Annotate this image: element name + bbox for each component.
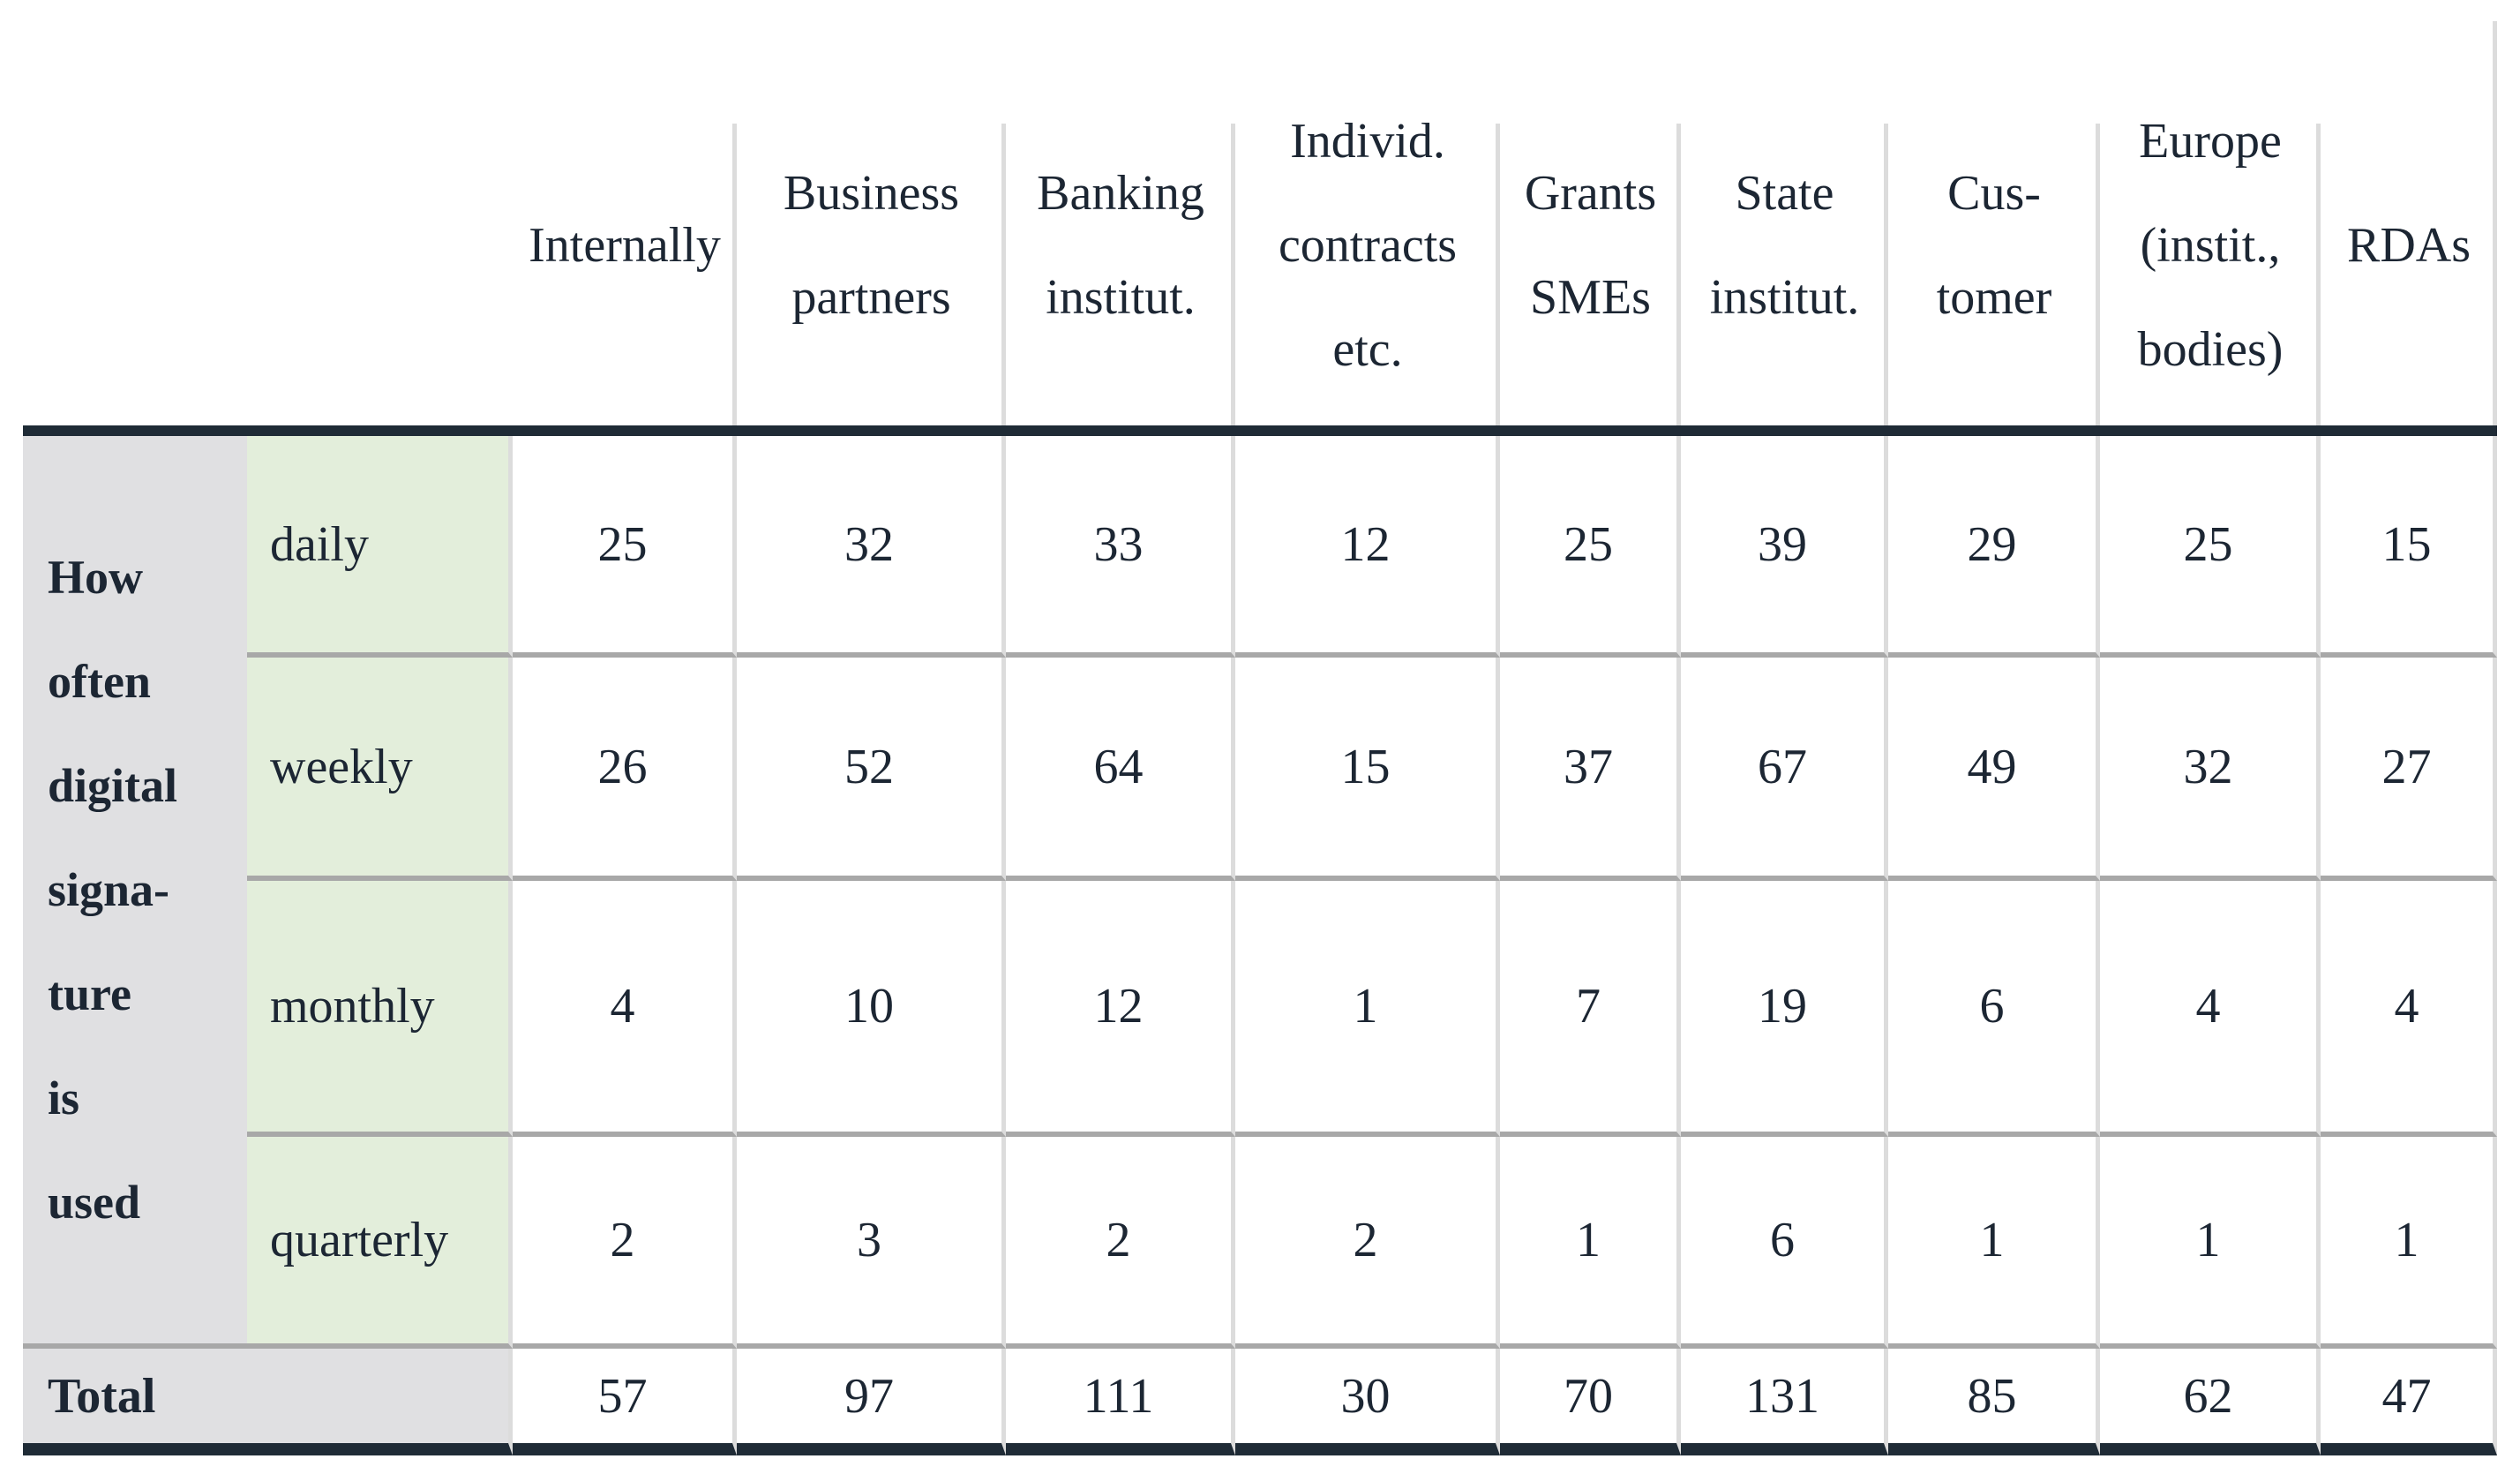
table-cell: 12: [1006, 881, 1235, 1137]
column-header-business-partners: Business partners: [737, 21, 1006, 436]
table-cell: 32: [737, 436, 1006, 658]
table-cell: 25: [513, 436, 737, 658]
table-cell: 4: [513, 881, 737, 1137]
total-cell: 131: [1681, 1349, 1888, 1455]
table-cell: 64: [1006, 658, 1235, 881]
table-cell: 10: [737, 881, 1006, 1137]
table-cell: 6: [1888, 881, 2100, 1137]
table-cell: 39: [1681, 436, 1888, 658]
column-header-internally: Internally: [513, 21, 737, 436]
table-cell: 33: [1006, 436, 1235, 658]
header-corner-cell: [23, 21, 513, 436]
table-cell: 4: [2100, 881, 2321, 1137]
frequency-table: Internally Business partners Banking ins…: [23, 21, 2497, 1455]
table-cell: 1: [2321, 1137, 2497, 1349]
table-cell: 52: [737, 658, 1006, 881]
table-cell: 3: [737, 1137, 1006, 1349]
total-cell: 47: [2321, 1349, 2497, 1455]
table-cell: 37: [1500, 658, 1681, 881]
column-header-individ-contracts: Individ. contracts etc.: [1235, 21, 1500, 436]
column-header-grants-smes: Grants SMEs: [1500, 21, 1681, 436]
table-cell: 2: [1235, 1137, 1500, 1349]
total-cell: 70: [1500, 1349, 1681, 1455]
table-cell: 32: [2100, 658, 2321, 881]
total-cell: 57: [513, 1349, 737, 1455]
total-cell: 111: [1006, 1349, 1235, 1455]
table-cell: 25: [2100, 436, 2321, 658]
table-cell: 29: [1888, 436, 2100, 658]
column-header-europe: Europe (instit., bodies): [2100, 21, 2321, 436]
table-cell: 19: [1681, 881, 1888, 1137]
table-cell: 2: [1006, 1137, 1235, 1349]
table-cell: 15: [1235, 658, 1500, 881]
total-cell: 62: [2100, 1349, 2321, 1455]
table-cell: 4: [2321, 881, 2497, 1137]
total-cell: 85: [1888, 1349, 2100, 1455]
table-cell: 12: [1235, 436, 1500, 658]
table-cell: 15: [2321, 436, 2497, 658]
total-cell: 97: [737, 1349, 1006, 1455]
table-cell: 25: [1500, 436, 1681, 658]
row-label-weekly: weekly: [247, 658, 513, 881]
table-cell: 26: [513, 658, 737, 881]
table-cell: 7: [1500, 881, 1681, 1137]
table-cell: 1: [1235, 881, 1500, 1137]
row-label-daily: daily: [247, 436, 513, 658]
row-label-monthly: monthly: [247, 881, 513, 1137]
total-cell: 30: [1235, 1349, 1500, 1455]
column-header-banking-institut: Banking institut.: [1006, 21, 1235, 436]
table-cell: 1: [2100, 1137, 2321, 1349]
table-cell: 67: [1681, 658, 1888, 881]
column-header-rdas: RDAs: [2321, 21, 2497, 436]
row-label-quarterly: quarterly: [247, 1137, 513, 1349]
row-axis-label: How often digital signa- ture is used: [23, 436, 247, 1349]
table-cell: 1: [1888, 1137, 2100, 1349]
table-cell: 49: [1888, 658, 2100, 881]
total-row-label: Total: [23, 1349, 513, 1455]
table-cell: 6: [1681, 1137, 1888, 1349]
column-header-state-institut: State institut.: [1681, 21, 1888, 436]
table-cell: 27: [2321, 658, 2497, 881]
table-cell: 1: [1500, 1137, 1681, 1349]
column-header-customer: Cus- tomer: [1888, 21, 2100, 436]
table-cell: 2: [513, 1137, 737, 1349]
